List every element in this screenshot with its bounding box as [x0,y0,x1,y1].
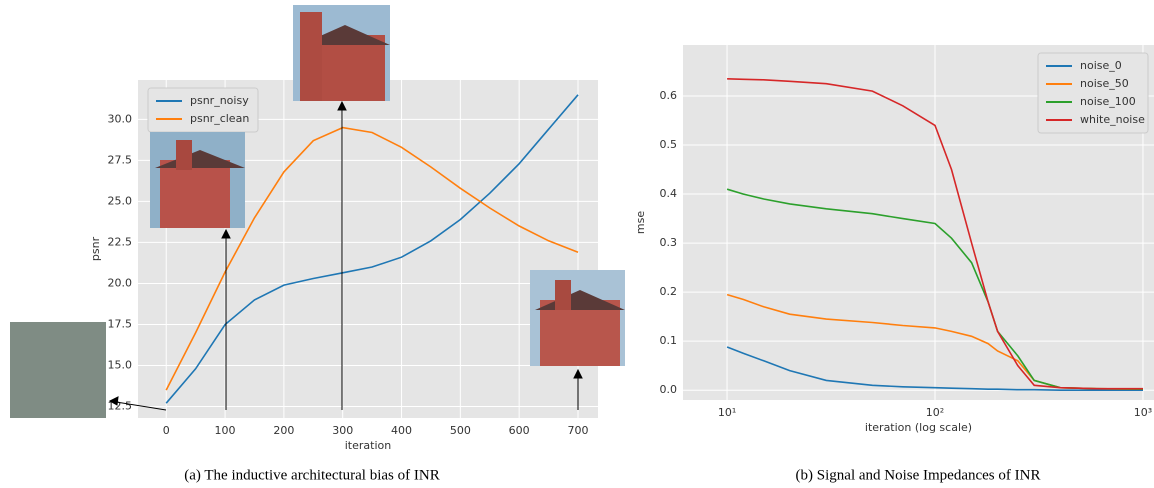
y-tick-label: 22.5 [108,235,133,248]
y-tick-label: 27.5 [108,153,133,166]
y-tick-label: 0.5 [660,138,678,151]
legend-label: noise_50 [1080,77,1129,90]
x-tick-label: 200 [273,424,294,437]
y-tick-label: 30.0 [108,112,133,125]
y-tick-label: 0.3 [660,236,678,249]
x-tick-label: 400 [391,424,412,437]
y-tick-label: 20.0 [108,276,133,289]
thumbnail-house [530,270,625,366]
y-axis-label: mse [634,211,647,234]
x-tick-label: 10³ [1134,406,1152,419]
legend-label: psnr_clean [190,112,249,125]
caption: (a) The inductive architectural bias of … [184,467,439,483]
y-tick-label: 25.0 [108,194,133,207]
legend-label: psnr_noisy [190,94,249,107]
caption: (b) Signal and Noise Impedances of INR [796,467,1041,483]
y-tick-label: 15.0 [108,358,133,371]
thumbnail-house [293,5,390,101]
x-axis-label: iteration [345,439,391,452]
y-tick-label: 0.2 [660,285,678,298]
y-tick-label: 0.4 [660,187,678,200]
x-tick-label: 10² [926,406,944,419]
y-tick-label: 0.0 [660,383,678,396]
legend-label: noise_0 [1080,59,1122,72]
legend-label: noise_100 [1080,95,1136,108]
x-tick-label: 0 [163,424,170,437]
y-axis-label: psnr [89,236,102,261]
x-tick-label: 300 [332,424,353,437]
y-tick-label: 0.6 [660,89,678,102]
y-tick-label: 17.5 [108,317,133,330]
legend-label: white_noise [1080,113,1145,126]
x-tick-label: 10¹ [718,406,736,419]
x-tick-label: 500 [450,424,471,437]
chart: 0.0 0.1 0.2 0.3 0.4 0.5 0.6 10¹ 10² 10³ iteration … [634,45,1154,483]
x-tick-label: 700 [568,424,589,437]
y-tick-label: 0.1 [660,334,678,347]
x-tick-label: 100 [215,424,236,437]
thumbnail-house [150,132,245,228]
x-tick-label: 600 [509,424,530,437]
x-axis-label: iteration (log scale) [865,421,972,434]
figure: 0.0 0.1 0.2 0.3 0.4 0.5 0.6 10¹ 10² 10³ iteration … [0,0,1154,488]
thumbnail-noise [10,322,106,418]
